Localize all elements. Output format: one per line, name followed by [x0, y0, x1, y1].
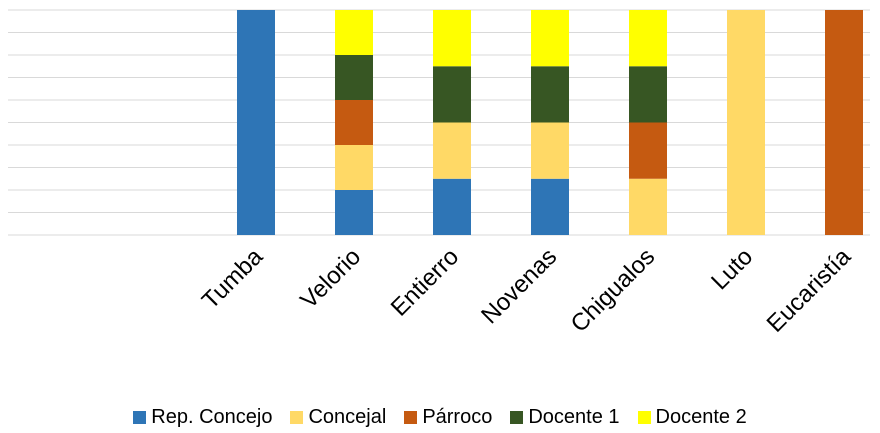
legend-item: Rep. Concejo [133, 406, 272, 429]
legend-label: Párroco [422, 405, 493, 428]
legend-swatch [133, 410, 147, 424]
legend-item: Docente 2 [637, 405, 747, 429]
bar-segment-p-rroco-6 [825, 10, 863, 235]
legend: Rep. Concejo Concejal Párroco Docente 1 Doce… [0, 403, 880, 431]
legend-swatch [637, 410, 651, 424]
legend-swatch [404, 410, 418, 424]
legend-label: Concejal [308, 405, 387, 428]
bar-segment-concejal-1 [335, 145, 373, 190]
bar-segment-p-rroco-1 [335, 100, 373, 145]
bar-segment-docente-2-3 [531, 10, 569, 67]
bar-segment-docente-1-3 [531, 66, 569, 123]
x-tick-label: Tumba [197, 243, 269, 315]
legend-swatch [510, 410, 524, 424]
legend-label: Docente 2 [655, 405, 747, 428]
bar-segment-rep-concejo-2 [433, 178, 471, 235]
legend-item: Docente 1 [510, 405, 620, 429]
legend-swatch [290, 410, 304, 424]
x-tick-label: Luto [706, 243, 758, 295]
bar-segment-concejal-5 [727, 10, 765, 235]
bar-segment-docente-1-1 [335, 55, 373, 100]
x-tick-label: Novenas [476, 243, 562, 329]
bar-segment-p-rroco-4 [629, 122, 667, 179]
bar-segment-docente-2-2 [433, 10, 471, 67]
bar-segment-concejal-3 [531, 122, 569, 179]
x-tick-label: Entierro [386, 243, 465, 322]
bar-segment-docente-1-4 [629, 66, 667, 123]
legend-item: Concejal [290, 406, 386, 429]
bar-segment-concejal-2 [433, 122, 471, 179]
legend-label: Docente 1 [528, 405, 620, 428]
x-tick-label: Velorio [295, 243, 366, 314]
bar-segment-concejal-4 [629, 178, 667, 235]
bar-segment-rep-concejo-0 [237, 10, 275, 235]
bars [237, 10, 863, 235]
bar-segment-docente-1-2 [433, 66, 471, 123]
bar-segment-docente-2-1 [335, 10, 373, 55]
x-tick-label: Eucaristía [762, 243, 857, 338]
legend-label: Rep. Concejo [151, 405, 273, 428]
bar-segment-docente-2-4 [629, 10, 667, 67]
legend-item: Párroco [404, 406, 492, 429]
bar-segment-rep-concejo-3 [531, 178, 569, 235]
bar-segment-rep-concejo-1 [335, 190, 373, 235]
x-tick-label: Chigualos [566, 243, 661, 338]
x-tick-labels: Tumba Velorio Entierro Novenas Chigualos Luto… [197, 243, 857, 338]
